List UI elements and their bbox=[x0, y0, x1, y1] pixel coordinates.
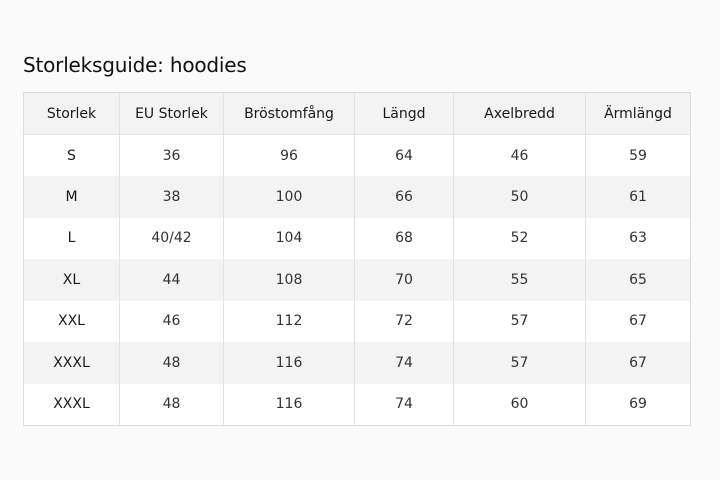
cell-brostomfang: 108 bbox=[223, 259, 355, 301]
cell-brostomfang: 96 bbox=[223, 134, 355, 176]
cell-armlangd: 67 bbox=[585, 300, 691, 342]
cell-storlek: XL bbox=[23, 259, 120, 301]
cell-axelbredd: 50 bbox=[453, 176, 586, 218]
cell-langd: 66 bbox=[354, 176, 454, 218]
cell-eu-storlek: 38 bbox=[119, 176, 224, 218]
table-row: XXXL 48 116 74 60 69 bbox=[23, 383, 691, 426]
column-header-storlek: Storlek bbox=[23, 92, 120, 135]
cell-armlangd: 63 bbox=[585, 217, 691, 259]
cell-langd: 68 bbox=[354, 217, 454, 259]
cell-axelbredd: 46 bbox=[453, 134, 586, 176]
column-header-eu-storlek: EU Storlek bbox=[119, 92, 224, 135]
cell-axelbredd: 55 bbox=[453, 259, 586, 301]
cell-langd: 70 bbox=[354, 259, 454, 301]
column-header-brostomfang: Bröstomfång bbox=[223, 92, 355, 135]
cell-storlek: L bbox=[23, 217, 120, 259]
cell-storlek: M bbox=[23, 176, 120, 218]
cell-brostomfang: 116 bbox=[223, 342, 355, 384]
cell-storlek: S bbox=[23, 134, 120, 176]
column-header-armlangd: Ärmlängd bbox=[585, 92, 691, 135]
cell-eu-storlek: 40/42 bbox=[119, 217, 224, 259]
table-row: XXXL 48 116 74 57 67 bbox=[23, 342, 691, 384]
table-row: XL 44 108 70 55 65 bbox=[23, 259, 691, 301]
table-header-row: Storlek EU Storlek Bröstomfång Längd Axe… bbox=[23, 92, 691, 135]
cell-axelbredd: 57 bbox=[453, 342, 586, 384]
cell-axelbredd: 60 bbox=[453, 383, 586, 426]
cell-armlangd: 59 bbox=[585, 134, 691, 176]
page-title: Storleksguide: hoodies bbox=[23, 53, 247, 77]
cell-storlek: XXXL bbox=[23, 383, 120, 426]
cell-armlangd: 61 bbox=[585, 176, 691, 218]
cell-eu-storlek: 48 bbox=[119, 383, 224, 426]
cell-eu-storlek: 44 bbox=[119, 259, 224, 301]
cell-eu-storlek: 46 bbox=[119, 300, 224, 342]
cell-armlangd: 65 bbox=[585, 259, 691, 301]
cell-langd: 74 bbox=[354, 342, 454, 384]
cell-brostomfang: 116 bbox=[223, 383, 355, 426]
table-row: S 36 96 64 46 59 bbox=[23, 134, 691, 176]
cell-brostomfang: 100 bbox=[223, 176, 355, 218]
table-row: L 40/42 104 68 52 63 bbox=[23, 217, 691, 259]
column-header-axelbredd: Axelbredd bbox=[453, 92, 586, 135]
cell-axelbredd: 57 bbox=[453, 300, 586, 342]
size-guide-table: Storlek EU Storlek Bröstomfång Längd Axe… bbox=[23, 92, 691, 426]
cell-armlangd: 67 bbox=[585, 342, 691, 384]
column-header-langd: Längd bbox=[354, 92, 454, 135]
cell-brostomfang: 112 bbox=[223, 300, 355, 342]
cell-eu-storlek: 36 bbox=[119, 134, 224, 176]
cell-armlangd: 69 bbox=[585, 383, 691, 426]
cell-langd: 72 bbox=[354, 300, 454, 342]
table-row: M 38 100 66 50 61 bbox=[23, 176, 691, 218]
cell-langd: 64 bbox=[354, 134, 454, 176]
cell-storlek: XXL bbox=[23, 300, 120, 342]
cell-storlek: XXXL bbox=[23, 342, 120, 384]
cell-brostomfang: 104 bbox=[223, 217, 355, 259]
cell-axelbredd: 52 bbox=[453, 217, 586, 259]
cell-eu-storlek: 48 bbox=[119, 342, 224, 384]
table-row: XXL 46 112 72 57 67 bbox=[23, 300, 691, 342]
cell-langd: 74 bbox=[354, 383, 454, 426]
